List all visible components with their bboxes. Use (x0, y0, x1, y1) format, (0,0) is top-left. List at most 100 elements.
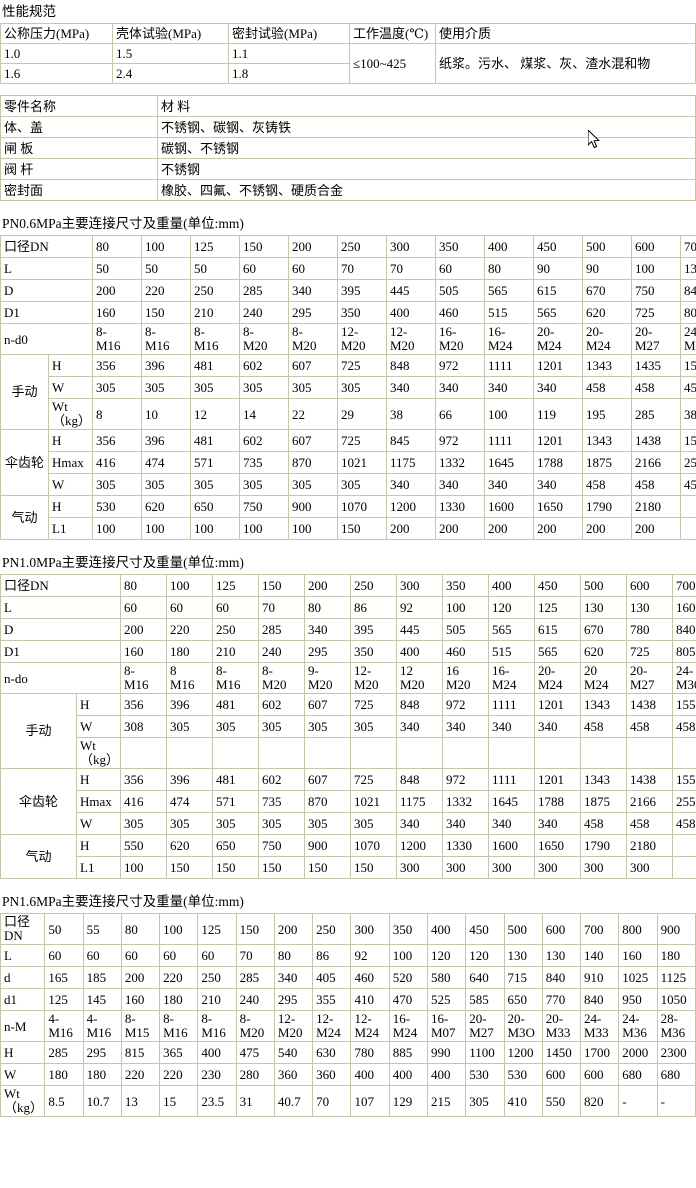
cell-value: 80 (484, 257, 534, 280)
table-row: D1 160 180 210 240 295 350 400 460 515 565 620 725 80… (0, 640, 696, 663)
cell-value: 340 (442, 812, 489, 835)
cell-value: 340 (273, 966, 314, 989)
cell-value: 305 (337, 473, 387, 496)
cell-value: 972 (435, 354, 485, 377)
cell-value: 400 (426, 1063, 467, 1086)
cell-value: 615 (533, 279, 583, 302)
cell-value: 770 (541, 988, 582, 1011)
header-diameter-dn: 口径DN (0, 235, 93, 258)
cell-value: 100 (120, 856, 167, 879)
cell-value: 300 (626, 856, 673, 879)
cell-value: 1201 (534, 693, 581, 716)
header-dn-value: 100 (141, 235, 191, 258)
cell-value: 1790 (580, 834, 627, 857)
cell-value: 340 (442, 715, 489, 738)
cell-value: 200 (484, 517, 534, 540)
cell-bolt-spec: 20- M24 (533, 323, 583, 355)
cell-value: 1600 (484, 495, 534, 518)
table-row: L 60 60 60 60 60 70 80 86 92 100 120 120 130 130 140 160… (0, 944, 696, 967)
cell-value: 340 (488, 812, 535, 835)
cell-bolt-spec: 24-M30 (672, 662, 696, 694)
cell-value: 86 (312, 944, 352, 967)
cell-material: 碳钢、不锈钢 (157, 137, 696, 159)
cell-value: 305 (190, 376, 240, 399)
cell-value: 607 (304, 768, 351, 791)
cell-value: 458 (626, 812, 673, 835)
pn10-title: PN1.0MPa主要连接尺寸及重量(单位:mm) (2, 555, 244, 570)
cell-part-name: 密封面 (0, 179, 158, 201)
cell-value: 1175 (396, 790, 443, 813)
cell-value: 1100 (465, 1041, 505, 1064)
cell-value: 735 (258, 790, 305, 813)
cell-value: 1650 (534, 834, 581, 857)
cell-value (672, 856, 696, 879)
cell-bolt-spec: 24- M36 (618, 1010, 658, 1042)
cell-shell-test-2: 2.4 (112, 63, 229, 84)
table-row: n-M 4- M16 4- M16 8- M15 8- M16 8- M16 8- M20 12- M20 1… (0, 1010, 696, 1042)
cell-value: 340 (396, 812, 443, 835)
cell-value: 180 (656, 944, 696, 967)
cell-value: 780 (626, 618, 673, 641)
cell-value: 840 (672, 618, 696, 641)
header-dn-value: 50 (44, 913, 84, 945)
cell-value: 295 (304, 640, 351, 663)
cell-bolt-spec: 8- M16 (190, 323, 240, 355)
cell-value: 680 (618, 1063, 658, 1086)
row-label-wtkg: Wt（kg） (76, 737, 121, 769)
materials-table: 零件名称 材 料 体、盖 不锈钢、碳钢、灰铸铁 闸 板 碳钢、不锈钢 阀 杆 不… (0, 95, 696, 201)
row-label-bolt-spec: n-d0 (0, 323, 93, 355)
cell-value: 305 (258, 715, 305, 738)
cell-value: 100 (442, 596, 489, 619)
cell-value: 389 (680, 398, 696, 430)
cell-bolt-spec: 8- M16 (92, 323, 142, 355)
cell-bolt-spec: 8- M20 (235, 1010, 275, 1042)
cell-value: 1788 (533, 451, 583, 474)
cell-value: 460 (435, 301, 485, 324)
cell-value: 602 (258, 768, 305, 791)
cell-value: 607 (288, 429, 338, 452)
table-header-row: 零件名称 材 料 (0, 95, 696, 117)
header-dn-value: 200 (288, 235, 338, 258)
cell-value: 305 (350, 715, 397, 738)
cell-value: 305 (350, 812, 397, 835)
header-dn-value: 800 (618, 913, 658, 945)
cell-value: 107 (350, 1085, 390, 1117)
cell-value (488, 737, 535, 769)
cell-value: 620 (582, 301, 632, 324)
cell-value: 571 (212, 790, 259, 813)
header-dn-value: 80 (120, 574, 167, 597)
cell-seal-test-2: 1.8 (228, 63, 350, 84)
header-dn-value: 500 (503, 913, 543, 945)
cell-value: 481 (190, 429, 240, 452)
cell-value (304, 737, 351, 769)
cell-value: 160 (92, 301, 142, 324)
header-dn-value: 125 (190, 235, 240, 258)
cell-value: 340 (533, 376, 583, 399)
cell-bolt-spec: 8 M16 (166, 662, 213, 694)
cell-value: 780 (350, 1041, 390, 1064)
cell-value: - (656, 1085, 696, 1117)
header-dn-value: 700 (672, 574, 696, 597)
cell-value: 602 (239, 354, 289, 377)
cell-value: 305 (166, 812, 213, 835)
row-label-d: D (0, 618, 121, 641)
cell-value: 355 (312, 988, 352, 1011)
cell-bolt-spec: 8- M16 (159, 1010, 199, 1042)
cell-material: 不锈钢 (157, 158, 696, 180)
cell-value: 2180 (631, 495, 681, 518)
header-dn-value: 100 (159, 913, 199, 945)
row-label-w: W (48, 473, 93, 496)
cell-value: 90 (582, 257, 632, 280)
header-dn-value: 600 (626, 574, 673, 597)
cell-bolt-spec: 12- M20 (337, 323, 387, 355)
cell-value: 525 (426, 988, 467, 1011)
cell-value (120, 737, 167, 769)
table-row: L1 100 150 150 150 150 150 300 300 300 300 300 300 (1, 856, 696, 879)
cell-bolt-spec: 4- M16 (82, 1010, 122, 1042)
cell-value: 474 (141, 451, 191, 474)
performance-table: 公称压力(MPa) 壳体试验(MPa) 密封试验(MPa) 工作温度(℃) 使用… (0, 23, 696, 84)
cell-value: 250 (197, 966, 237, 989)
cell-value: 195 (582, 398, 632, 430)
table-row: Wt（kg） 8.5 10.7 13 15 23.5 31 40.7 70 107 129 215 30… (0, 1085, 696, 1117)
